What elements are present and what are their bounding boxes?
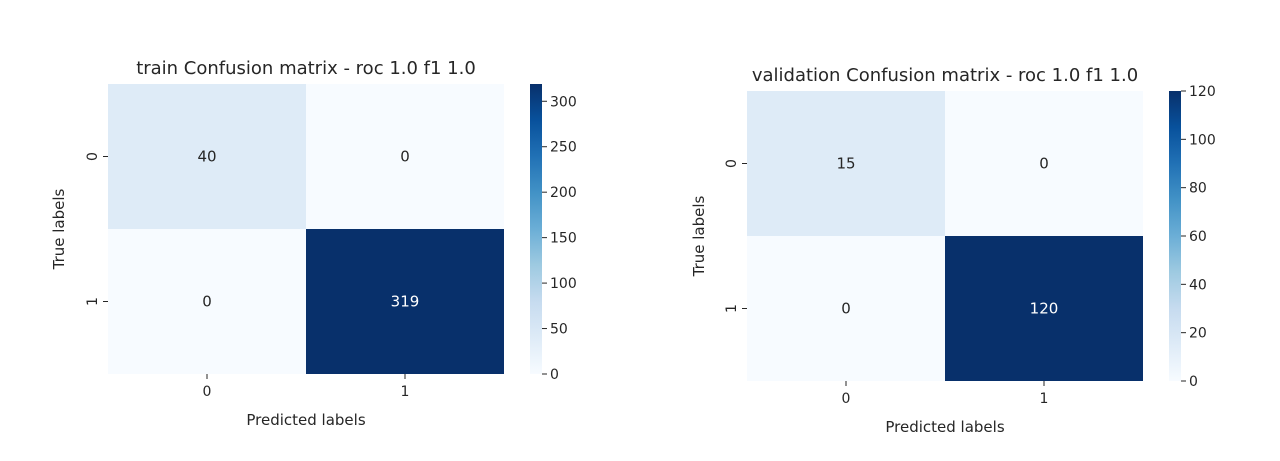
y-tick-label-0: 0 — [724, 159, 740, 168]
cell-value-r0-c0: 40 — [197, 148, 216, 166]
heatmap-cell-r0-c1 — [945, 91, 1143, 236]
colorbar-tick-label-100: 100 — [1189, 132, 1216, 148]
colorbar: 0 20 40 60 80 100 120 — [1169, 84, 1216, 390]
y-axis-ticks: 01 — [724, 159, 747, 313]
colorbar-tick-label-300: 300 — [550, 94, 577, 110]
x-axis-label: Predicted labels — [246, 411, 365, 429]
y-axis-label: True labels — [690, 195, 708, 277]
heatmap-cell-r1-c1 — [945, 236, 1143, 381]
validation-confusion-matrix: validation Confusion matrix - roc 1.0 f1… — [690, 65, 1216, 436]
heatmap-cell-r1-c0 — [747, 236, 945, 381]
colorbar-tick-label-250: 250 — [550, 140, 577, 156]
y-tick-label-1: 1 — [85, 297, 101, 306]
y-axis-label: True labels — [50, 188, 68, 270]
colorbar-tick-label-0: 0 — [1189, 374, 1198, 390]
y-tick-label-0: 0 — [85, 152, 101, 161]
y-tick-label-1: 1 — [724, 304, 740, 313]
y-axis-ticks: 01 — [85, 152, 108, 306]
cell-value-r1-c1: 319 — [391, 293, 420, 311]
heatmap-cell-r0-c0 — [747, 91, 945, 236]
cell-value-r0-c1: 0 — [1039, 155, 1049, 173]
cell-value-r1-c1: 120 — [1030, 300, 1059, 318]
x-tick-label-0: 0 — [203, 384, 212, 400]
train-confusion-matrix: train Confusion matrix - roc 1.0 f1 1.0 … — [50, 58, 577, 429]
cell-value-r0-c1: 0 — [400, 148, 410, 166]
colorbar-tick-label-50: 50 — [550, 322, 568, 338]
x-tick-label-0: 0 — [842, 391, 851, 407]
x-tick-label-1: 1 — [1040, 391, 1049, 407]
cell-value-r1-c0: 0 — [841, 300, 851, 318]
heatmap-cell-r1-c1 — [306, 229, 504, 374]
colorbar: 0 50 100 150 200 250 300 — [530, 84, 577, 383]
heatmap-cell-r0-c1 — [306, 84, 504, 229]
heatmap-cells — [108, 84, 504, 374]
chart-title: validation Confusion matrix - roc 1.0 f1… — [752, 65, 1138, 86]
colorbar-tick-label-80: 80 — [1189, 181, 1207, 197]
cell-value-labels: 40 0 0 319 — [197, 148, 419, 311]
colorbar-tick-label-40: 40 — [1189, 277, 1207, 293]
x-tick-label-1: 1 — [401, 384, 410, 400]
cell-value-labels: 15 0 0 120 — [836, 155, 1058, 318]
colorbar-tick-label-60: 60 — [1189, 229, 1207, 245]
colorbar-tick-label-0: 0 — [550, 367, 559, 383]
x-axis-label: Predicted labels — [885, 418, 1004, 436]
colorbar-gradient — [530, 84, 542, 374]
cell-value-r1-c0: 0 — [202, 293, 212, 311]
heatmap-cells — [747, 91, 1143, 381]
colorbar-tick-label-200: 200 — [550, 185, 577, 201]
colorbar-tick-label-150: 150 — [550, 231, 577, 247]
heatmap-cell-r1-c0 — [108, 229, 306, 374]
cell-value-r0-c0: 15 — [836, 155, 855, 173]
chart-title: train Confusion matrix - roc 1.0 f1 1.0 — [136, 58, 476, 79]
colorbar-tick-label-100: 100 — [550, 276, 577, 292]
heatmap-cell-r0-c0 — [108, 84, 306, 229]
colorbar-gradient — [1169, 91, 1181, 381]
colorbar-tick-label-20: 20 — [1189, 326, 1207, 342]
colorbar-tick-label-120: 120 — [1189, 84, 1216, 100]
